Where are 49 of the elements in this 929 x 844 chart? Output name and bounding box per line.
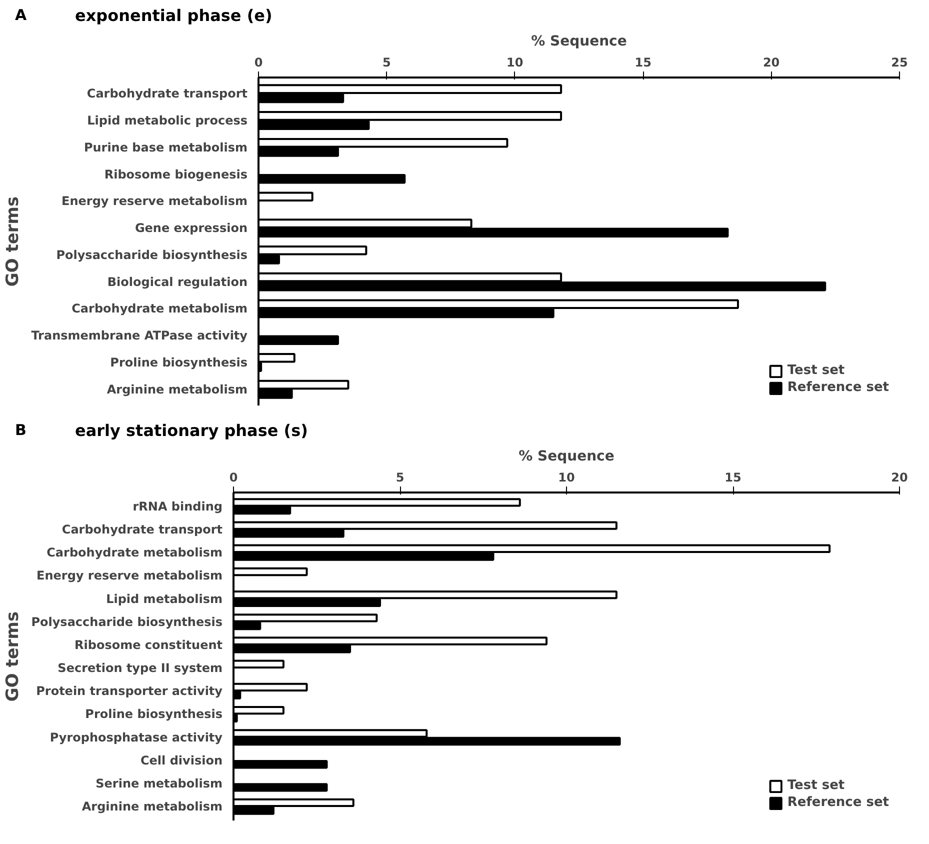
legend-label: Reference set (787, 380, 889, 395)
x-tick-label: 10 (558, 470, 575, 484)
x-tick-label: 15 (634, 56, 652, 70)
x-tick-label: 20 (762, 56, 780, 70)
y-tick-label: Serine metabolism (96, 776, 223, 791)
x-tick-label: 0 (229, 470, 238, 484)
y-tick-label: Ribosome constituent (74, 638, 223, 652)
y-tick-label: Carbohydrate metabolism (46, 546, 223, 560)
x-tick-label: 5 (396, 470, 404, 484)
x-tick-label: 15 (724, 470, 742, 484)
x-tick-label: 0 (254, 56, 263, 70)
y-tick-label: Lipid metabolic process (87, 114, 248, 128)
y-tick-label: rRNA binding (132, 499, 222, 514)
x-axis-title: % Sequence (531, 34, 627, 50)
y-tick-label: Cell division (140, 753, 222, 768)
legend-label: Test set (787, 778, 845, 793)
y-tick-label: Protein transporter activity (36, 684, 223, 698)
y-axis-title: GO terms (3, 611, 24, 702)
y-tick-label: Polysaccharide biosynthesis (56, 248, 248, 262)
y-tick-label: Transmembrane ATPase activity (31, 328, 248, 343)
x-axis-title: % Sequence (518, 448, 614, 464)
y-tick-label: Arginine metabolism (82, 800, 222, 814)
legend-label: Test set (787, 363, 845, 378)
y-tick-label: Carbohydrate transport (86, 86, 248, 101)
y-tick-label: Polysaccharide biosynthesis (31, 614, 223, 629)
y-tick-label: Arginine metabolism (106, 382, 248, 396)
x-tick-label: 10 (506, 56, 524, 70)
y-tick-label: Biological regulation (107, 274, 248, 289)
legend-label: Reference set (787, 795, 889, 810)
text: A (15, 5, 27, 26)
x-tick-label: 20 (891, 470, 908, 484)
y-tick-label: Ribosome biogenesis (104, 167, 248, 182)
x-tick-label: 5 (382, 56, 391, 70)
y-tick-label: Gene expression (134, 221, 248, 236)
text: B (15, 420, 26, 441)
y-tick-label: Proline biosynthesis (85, 707, 223, 722)
y-tick-label: Proline biosynthesis (110, 355, 248, 370)
y-tick-label: Purine base metabolism (84, 140, 248, 154)
y-tick-label: Energy reserve metabolism (62, 194, 248, 208)
y-axis-title: GO terms (3, 196, 24, 287)
y-tick-label: Energy reserve metabolism (36, 568, 223, 583)
chart-title: early stationary phase (s) (75, 420, 308, 442)
chart-title: exponential phase (e) (75, 5, 272, 27)
y-tick-label: Secretion type II system (58, 661, 223, 676)
y-tick-label: Pyrophosphatase activity (50, 730, 223, 744)
x-tick-label: 25 (891, 56, 908, 70)
y-tick-label: Carbohydrate metabolism (72, 302, 248, 316)
y-tick-label: Carbohydrate transport (62, 522, 223, 536)
y-tick-label: Lipid metabolism (106, 592, 223, 606)
